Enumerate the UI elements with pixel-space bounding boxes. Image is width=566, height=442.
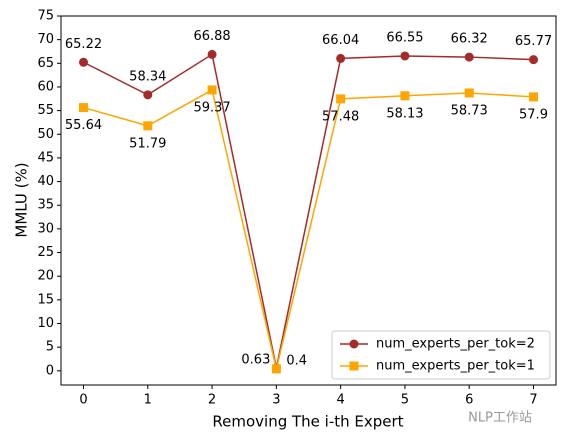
data-label: 58.13 [386,106,423,121]
x-axis-label: Removing The i-th Expert [212,413,403,431]
x-tick-label: 6 [465,393,473,408]
y-tick-label: 60 [37,79,54,94]
legend-marker [349,339,359,349]
x-tick-label: 0 [79,393,87,408]
data-label: 66.88 [193,29,230,44]
y-tick-label: 35 [37,198,54,213]
x-tick-label: 7 [529,393,537,408]
x-tick-label: 5 [401,393,409,408]
plot-frame [60,15,557,386]
series-line [83,88,534,370]
y-tick-label: 25 [37,245,54,260]
data-label: 0.4 [286,353,307,368]
data-point [400,91,410,101]
data-point [207,85,217,95]
data-point [79,103,88,113]
y-tick-label: 65 [37,56,54,71]
y-tick-label: 45 [37,150,54,165]
y-tick-label: 0 [46,363,54,378]
y-tick-label: 5 [46,340,54,355]
data-label: 65.77 [515,34,552,49]
data-point [143,90,153,100]
x-tick-label: 4 [337,393,345,408]
legend-label: num_experts_per_tok=2 [376,337,535,352]
y-tick-label: 15 [37,292,54,307]
y-tick-label: 70 [37,32,54,47]
data-point [529,55,538,65]
y-tick-label: 75 [37,9,54,24]
y-axis-label: MMLU (%) [13,162,31,237]
data-label: 58.34 [129,69,166,84]
data-label: 57.48 [322,109,359,124]
x-tick-label: 3 [272,393,280,408]
data-point [207,49,217,59]
y-tick-label: 20 [37,269,54,284]
legend-box [331,330,551,380]
x-tick-label: 1 [144,393,152,408]
data-point [271,364,281,374]
data-label: 55.64 [65,118,102,133]
data-point [400,51,410,61]
data-label: 66.32 [451,32,488,47]
data-label: 57.9 [519,107,548,122]
y-tick-label: 40 [37,174,54,189]
data-point [143,121,153,131]
data-point [529,92,538,102]
x-tick-label: 2 [208,393,216,408]
watermark: NLP工作站 [468,411,532,426]
data-point [79,57,88,67]
data-point [464,52,474,62]
legend-label: num_experts_per_tok=1 [376,359,535,374]
y-tick-label: 50 [37,127,54,142]
data-label: 66.55 [386,30,423,45]
data-point [336,53,346,63]
y-tick-label: 10 [37,316,54,331]
y-tick-label: 30 [37,221,54,236]
data-label: 59.37 [193,100,230,115]
data-label: 65.22 [65,37,102,52]
data-label: 66.04 [322,33,359,48]
legend-marker [349,361,359,371]
data-point [464,88,474,98]
series-line [83,53,534,368]
data-point [336,94,346,104]
y-tick-label: 55 [37,103,54,118]
data-label: 58.73 [451,103,488,118]
data-label: 51.79 [129,136,166,151]
data-label: 0.63 [241,352,270,367]
